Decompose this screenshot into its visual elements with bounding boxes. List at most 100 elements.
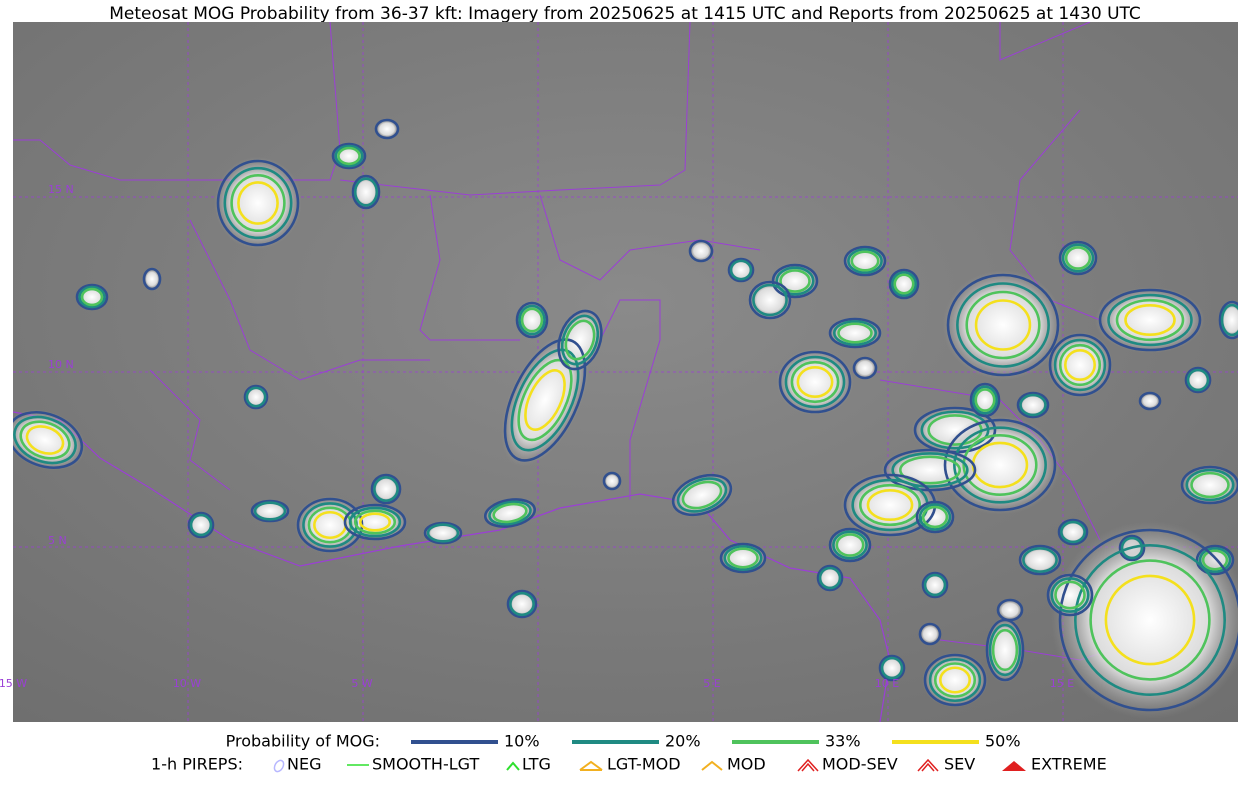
mog-contour: [515, 301, 549, 339]
mog-contour: [353, 177, 379, 207]
mog-contour: [1064, 348, 1097, 381]
legend-label: 10%: [504, 732, 540, 751]
mog-contour: [816, 564, 844, 592]
mog-contour: [492, 502, 528, 524]
mog-contour: [80, 287, 104, 307]
mog-contour: [19, 420, 71, 460]
mog-contour: [918, 503, 952, 531]
mog-contour: [866, 488, 914, 521]
mog-contour: [1061, 243, 1095, 273]
mog-contour: [965, 290, 1041, 360]
legend-pireps: 1-h PIREPS: NEG SMOOTH-LGT LTG LGT-MOD M…: [151, 755, 1107, 774]
mog-contour: [956, 282, 1050, 368]
icon-sev: [917, 758, 939, 772]
icon-lgt-mod: [579, 760, 603, 771]
mog-contour: [1057, 518, 1089, 546]
mog-contour: [216, 159, 300, 247]
mog-contour: [230, 173, 286, 233]
mog-contour: [832, 320, 878, 346]
mog-contour: [1074, 543, 1227, 696]
mog-contour: [1185, 468, 1235, 502]
lat-label: 10 N: [48, 358, 74, 371]
mog-contour: [1054, 580, 1086, 610]
icon-mod-sev: [797, 758, 819, 772]
mog-contour: [343, 503, 407, 541]
cloud: [919, 623, 941, 645]
mog-contour: [921, 571, 949, 599]
mog-contour: [1195, 544, 1235, 576]
lon-label: 5 W: [351, 677, 372, 690]
mog-contour: [483, 498, 537, 528]
mog-contour: [996, 598, 1024, 622]
legend-label: 50%: [985, 732, 1021, 751]
mog-contour: [334, 144, 364, 168]
mog-contour: [237, 181, 279, 225]
mog-contour: [564, 319, 596, 361]
mog-contour: [837, 322, 873, 344]
mog-contour: [790, 360, 840, 404]
mog-contour: [189, 513, 213, 537]
mog-contour: [1120, 536, 1144, 560]
mog-contour: [779, 269, 811, 293]
mog-contour: [1016, 391, 1050, 419]
mog-contour: [962, 433, 1038, 496]
mog-contour: [1138, 391, 1162, 411]
mog-contour: [898, 455, 961, 485]
mog-contour: [1218, 300, 1238, 340]
legend-label: LGT-MOD: [607, 755, 681, 774]
mog-contour: [828, 317, 882, 349]
cloud: [294, 496, 366, 554]
map: [13, 22, 1238, 722]
mog-contour: [775, 266, 815, 296]
mog-contour: [1180, 465, 1238, 505]
cloud: [1139, 392, 1161, 410]
mog-contour: [509, 591, 535, 617]
mog-contour: [928, 657, 982, 703]
mog-contour: [1118, 534, 1146, 562]
mog-contour: [972, 385, 998, 415]
mog-contour: [1058, 343, 1102, 387]
mog-contour: [676, 477, 728, 513]
mog-contour: [1186, 368, 1210, 392]
mog-contour: [723, 545, 763, 571]
mog-contour: [729, 259, 753, 281]
title: Meteosat MOG Probability from 36-37 kft:…: [109, 4, 1141, 24]
mog-contour: [1019, 393, 1047, 417]
cloud: [1095, 287, 1205, 353]
mog-contour: [557, 309, 603, 371]
mog-contour: [719, 542, 767, 574]
mog-contour: [13, 415, 77, 465]
lon-label: 10 E: [875, 677, 899, 690]
mog-contour: [353, 509, 397, 535]
lon-label: 15 W: [0, 677, 27, 690]
mog-contour: [671, 473, 733, 517]
mog-contour: [843, 245, 887, 277]
mog-contour: [506, 589, 538, 619]
mog-contour: [503, 338, 587, 462]
legend-label: EXTREME: [1031, 755, 1107, 774]
mog-contour: [1124, 303, 1176, 336]
mog-contour: [974, 388, 996, 412]
mog-contour: [778, 350, 852, 414]
mog-contour: [1220, 303, 1238, 337]
cloud: [214, 156, 302, 250]
mog-contour: [13, 411, 84, 469]
mog-contour: [370, 473, 402, 505]
icon-neg: [273, 759, 285, 773]
mog-contour: [974, 299, 1032, 351]
mog-contour: [1201, 549, 1229, 571]
mog-contour: [373, 476, 399, 502]
legend-label: LTG: [522, 755, 551, 774]
mog-contour: [888, 268, 920, 300]
icon-mod: [701, 760, 723, 771]
mog-contour: [828, 527, 872, 563]
lon-label: 15 E: [1050, 677, 1074, 690]
mog-contour: [337, 146, 361, 166]
mog-contour: [426, 523, 460, 543]
mog-contour: [818, 566, 842, 590]
mog-contour: [253, 501, 287, 521]
mog-contour: [1198, 547, 1232, 573]
icon-mod-sev: [801, 762, 815, 772]
cloud: [688, 240, 714, 262]
legend-label: SMOOTH-LGT: [372, 755, 479, 774]
